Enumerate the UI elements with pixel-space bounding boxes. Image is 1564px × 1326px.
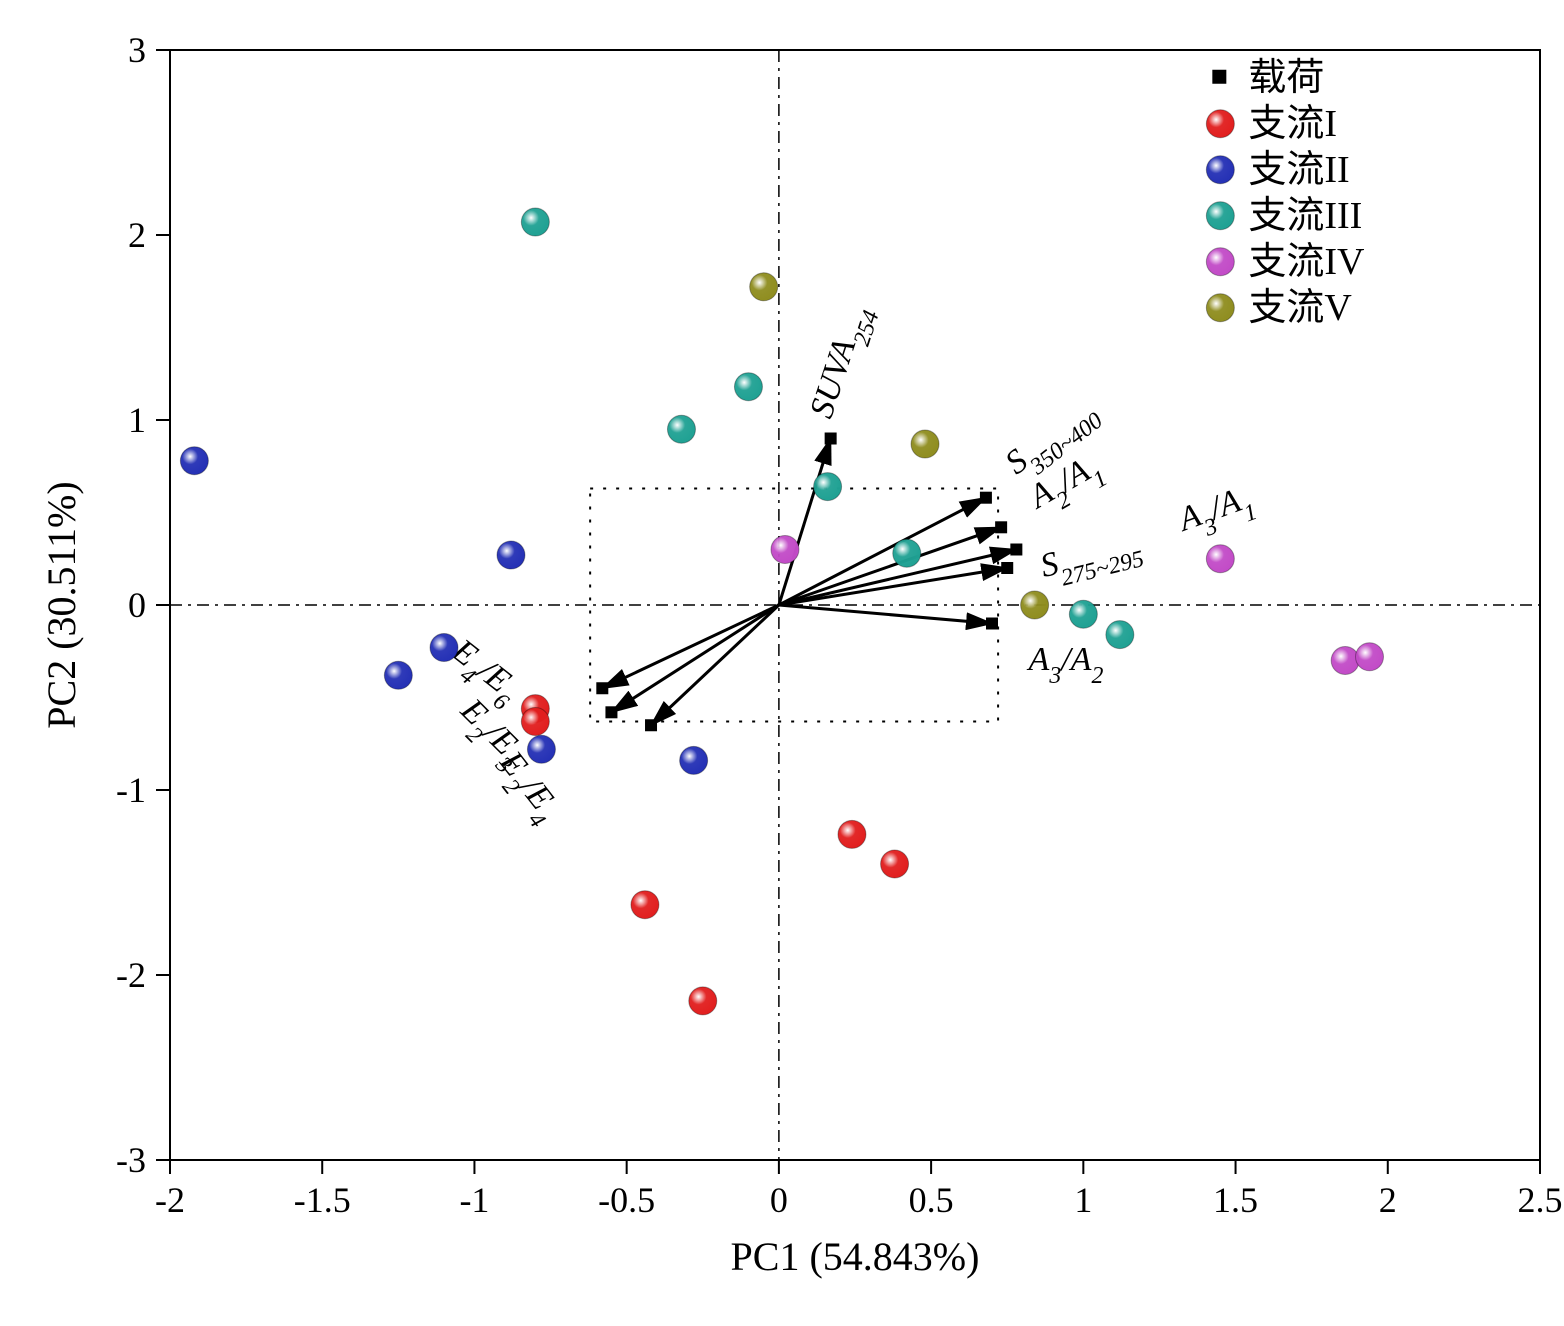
scatter-point — [689, 987, 717, 1015]
scatter-point — [521, 208, 549, 236]
scatter-point — [1331, 647, 1359, 675]
loading-point — [596, 682, 608, 694]
legend-label: 支流II — [1248, 149, 1349, 191]
loading-point — [986, 618, 998, 630]
scatter-point — [521, 708, 549, 736]
scatter-point — [430, 634, 458, 662]
scatter-point — [911, 430, 939, 458]
y-tick-label: 1 — [128, 400, 146, 440]
pca-biplot: -2-1.5-1-0.500.511.522.5-3-2-10123PC1 (5… — [20, 20, 1564, 1306]
x-tick-label: 0 — [770, 1180, 788, 1220]
x-tick-label: -1.5 — [294, 1180, 351, 1220]
scatter-point — [1206, 545, 1234, 573]
loading-point — [645, 719, 657, 731]
legend-label: 支流III — [1248, 195, 1362, 237]
x-tick-label: 0.5 — [909, 1180, 954, 1220]
y-tick-label: 0 — [128, 585, 146, 625]
legend-label: 支流V — [1248, 287, 1352, 329]
x-tick-label: 1.5 — [1213, 1180, 1258, 1220]
scatter-point — [497, 541, 525, 569]
y-tick-label: 2 — [128, 215, 146, 255]
legend-marker — [1212, 70, 1226, 84]
x-tick-label: -2 — [155, 1180, 185, 1220]
x-tick-label: 2.5 — [1518, 1180, 1563, 1220]
legend-marker — [1206, 248, 1234, 276]
scatter-point — [384, 661, 412, 689]
scatter-point — [893, 539, 921, 567]
scatter-point — [814, 473, 842, 501]
loading-point — [980, 492, 992, 504]
scatter-point — [1021, 591, 1049, 619]
scatter-point — [750, 273, 778, 301]
x-tick-label: -0.5 — [598, 1180, 655, 1220]
scatter-point — [881, 850, 909, 878]
legend-marker — [1206, 202, 1234, 230]
loading-point — [605, 706, 617, 718]
scatter-point — [838, 820, 866, 848]
scatter-point — [680, 746, 708, 774]
loading-point — [1010, 544, 1022, 556]
legend-marker — [1206, 110, 1234, 138]
scatter-point — [1106, 621, 1134, 649]
loading-point — [995, 521, 1007, 533]
scatter-point — [667, 415, 695, 443]
scatter-point — [1356, 643, 1384, 671]
y-tick-label: -1 — [116, 770, 146, 810]
y-tick-label: -3 — [116, 1140, 146, 1180]
scatter-point — [180, 447, 208, 475]
x-tick-label: 2 — [1379, 1180, 1397, 1220]
loading-point — [825, 433, 837, 445]
y-tick-label: -2 — [116, 955, 146, 995]
y-axis-label: PC2 (30.511%) — [39, 481, 84, 728]
legend-label: 支流IV — [1248, 241, 1365, 283]
legend-label: 支流I — [1248, 103, 1337, 145]
scatter-point — [527, 735, 555, 763]
scatter-point — [1069, 600, 1097, 628]
x-axis-label: PC1 (54.843%) — [731, 1234, 980, 1279]
x-tick-label: 1 — [1074, 1180, 1092, 1220]
scatter-point — [771, 536, 799, 564]
chart-svg: -2-1.5-1-0.500.511.522.5-3-2-10123PC1 (5… — [20, 20, 1564, 1306]
x-tick-label: -1 — [459, 1180, 489, 1220]
legend-label: 载荷 — [1248, 57, 1324, 99]
scatter-point — [631, 891, 659, 919]
legend-marker — [1206, 294, 1234, 322]
y-tick-label: 3 — [128, 30, 146, 70]
scatter-point — [734, 373, 762, 401]
loading-point — [1001, 562, 1013, 574]
legend-marker — [1206, 156, 1234, 184]
